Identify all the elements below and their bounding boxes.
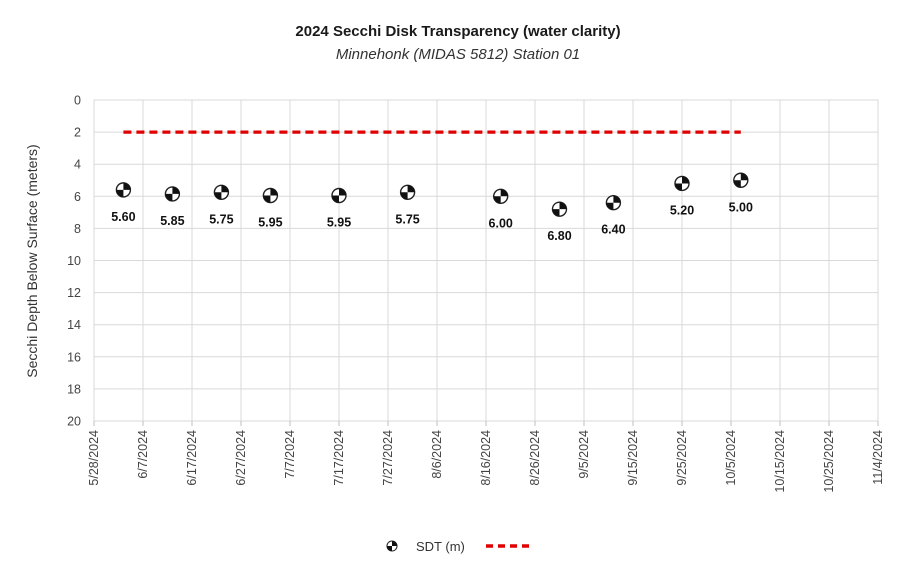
y-tick-label: 14 — [67, 318, 81, 332]
data-point — [164, 186, 181, 202]
data-point — [551, 201, 568, 217]
y-tick-label: 20 — [67, 415, 81, 429]
data-point — [115, 182, 132, 198]
x-tick-label: 8/6/2024 — [430, 430, 444, 479]
data-point — [331, 187, 347, 204]
data-label: 5.60 — [111, 210, 135, 224]
x-tick-label: 6/7/2024 — [136, 430, 150, 479]
chart-subtitle: Minnehonk (MIDAS 5812) Station 01 — [336, 46, 580, 63]
secchi-disk-icon — [386, 540, 398, 552]
data-point — [605, 195, 622, 211]
y-axis-ticks: 0 2 4 6 8 10 12 14 16 18 20 — [67, 94, 81, 429]
data-label: 5.95 — [258, 215, 282, 229]
x-tick-label: 7/17/2024 — [332, 430, 346, 486]
secchi-disk-marker — [213, 184, 230, 200]
data-point — [674, 175, 690, 192]
x-tick-label: 6/27/2024 — [234, 430, 248, 486]
data-label: 5.95 — [327, 215, 351, 229]
data-label: 6.00 — [489, 216, 513, 230]
secchi-disk-marker — [262, 187, 279, 204]
y-tick-label: 2 — [74, 126, 81, 140]
legend: SDT (m) — [386, 539, 530, 554]
data-point — [213, 184, 230, 200]
y-tick-label: 8 — [74, 222, 81, 236]
x-tick-label: 9/25/2024 — [675, 430, 689, 486]
legend-label-sdt: SDT (m) — [416, 539, 465, 554]
data-label: 5.75 — [395, 212, 419, 226]
data-label: 6.80 — [547, 229, 571, 243]
x-axis-ticks: 5/28/2024 6/7/2024 6/17/2024 6/27/2024 7/7/2… — [87, 421, 885, 493]
x-tick-label: 9/5/2024 — [577, 430, 591, 479]
x-tick-label: 10/25/2024 — [822, 430, 836, 493]
x-tick-label: 7/27/2024 — [381, 430, 395, 486]
y-axis-label: Secchi Depth Below Surface (meters) — [24, 144, 40, 377]
data-point — [493, 188, 509, 205]
legend-item-sdt: SDT (m) — [386, 539, 465, 554]
secchi-disk-marker — [551, 201, 568, 217]
series-layer: 5.60 5.85 5.75 5.95 5.95 5.75 6.00 6.80 6.40 5.20… — [111, 130, 753, 243]
data-label: 6.40 — [601, 223, 625, 237]
y-tick-label: 12 — [67, 286, 81, 300]
secchi-disk-marker — [674, 175, 690, 192]
secchi-disk-marker — [399, 184, 416, 200]
y-tick-label: 16 — [67, 350, 81, 364]
data-label: 5.75 — [209, 212, 233, 226]
x-tick-label: 10/5/2024 — [724, 430, 738, 486]
y-tick-label: 0 — [74, 94, 81, 108]
data-label: 5.85 — [160, 214, 184, 228]
data-point — [262, 187, 279, 204]
secchi-disk-marker — [331, 187, 347, 204]
chart-title: 2024 Secchi Disk Transparency (water cla… — [295, 23, 620, 40]
gridlines — [93, 99, 879, 422]
x-tick-label: 7/7/2024 — [283, 430, 297, 479]
x-tick-label: 6/17/2024 — [185, 430, 199, 486]
data-point — [733, 172, 749, 188]
secchi-disk-marker — [733, 172, 749, 188]
secchi-disk-marker — [605, 195, 622, 211]
x-tick-label: 8/26/2024 — [528, 430, 542, 486]
x-tick-label: 11/4/2024 — [871, 430, 885, 485]
x-tick-label: 8/16/2024 — [479, 430, 493, 486]
data-point — [399, 184, 416, 200]
y-tick-label: 6 — [74, 190, 81, 204]
y-tick-label: 18 — [67, 382, 81, 396]
data-label: 5.20 — [670, 203, 694, 217]
secchi-disk-marker — [493, 188, 509, 205]
x-tick-label: 9/15/2024 — [626, 430, 640, 486]
y-tick-label: 4 — [74, 158, 81, 172]
secchi-disk-marker — [164, 186, 181, 202]
data-label: 5.00 — [729, 200, 753, 214]
x-tick-label: 5/28/2024 — [87, 430, 101, 486]
y-tick-label: 10 — [67, 254, 81, 268]
x-tick-label: 10/15/2024 — [773, 430, 787, 493]
secchi-disk-marker — [115, 182, 132, 198]
